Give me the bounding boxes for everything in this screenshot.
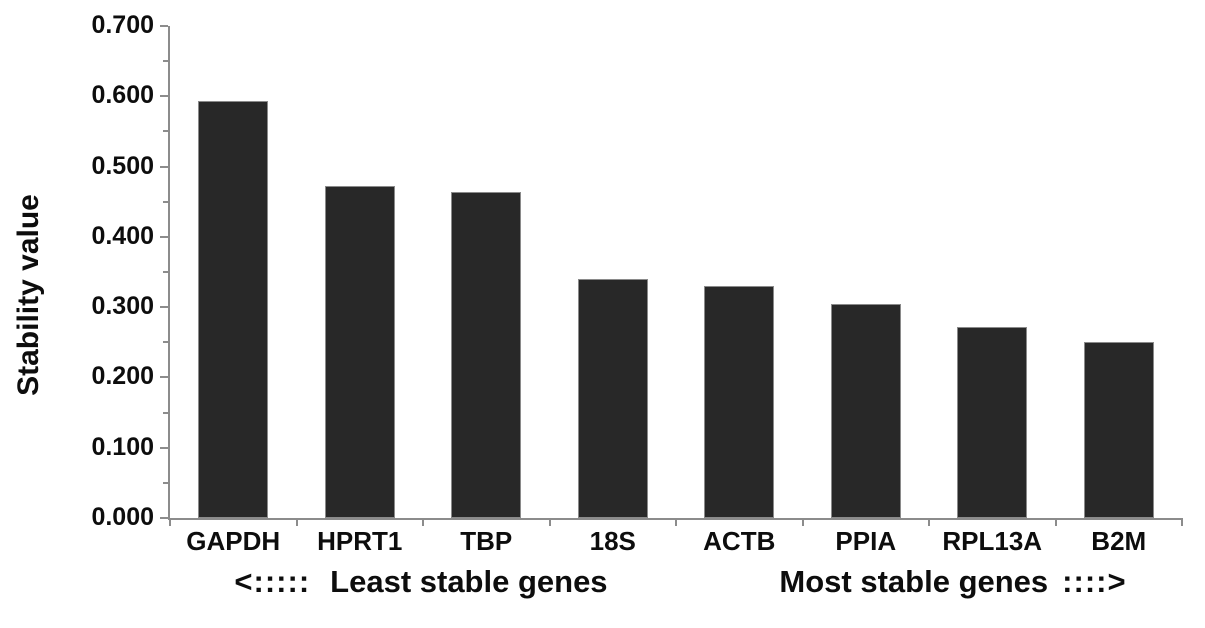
y-axis-title: Stability value xyxy=(12,194,45,396)
y-axis-major-tick xyxy=(160,165,168,168)
bar-hprt1 xyxy=(324,186,395,518)
y-axis-minor-tick xyxy=(163,60,168,63)
y-axis-major-tick xyxy=(160,446,168,449)
x-category-label-hprt1: HPRT1 xyxy=(317,526,403,556)
y-axis-minor-tick xyxy=(163,200,168,203)
bar-gapdh xyxy=(198,101,269,518)
y-axis-tick-label: 0.100 xyxy=(91,432,154,461)
x-axis-tick xyxy=(422,518,424,526)
x-axis-tick xyxy=(1055,518,1057,526)
y-axis-major-tick xyxy=(160,25,168,27)
plot-area: 0.000 0.100 0.200 0.300 0.400 0.500 0.600 0.700… xyxy=(91,11,1183,556)
y-axis-minor-tick xyxy=(163,481,168,484)
x-category-label-gapdh: GAPDH xyxy=(186,526,281,556)
x-axis-tick xyxy=(675,518,677,526)
right-arrow-icon: ::::> xyxy=(1062,564,1127,599)
x-axis-tick xyxy=(928,518,930,526)
y-axis-major-tick xyxy=(160,517,168,519)
x-annotation-most-stable: Most stable genes ::::> xyxy=(700,564,1205,600)
bar-rpl13a xyxy=(957,326,1028,518)
y-axis-minor-tick xyxy=(163,130,168,133)
y-axis-tick-label: 0.300 xyxy=(91,292,154,321)
y-axis-tick-label: 0.400 xyxy=(91,221,154,250)
y-axis-tick-label: 0.600 xyxy=(91,81,154,110)
x-category-label-18s: 18S xyxy=(589,526,636,556)
bar-b2m xyxy=(1083,342,1154,518)
most-stable-genes-label: Most stable genes xyxy=(779,564,1049,599)
x-axis-tick xyxy=(296,518,298,526)
x-axis-tick xyxy=(802,518,804,526)
left-arrow-icon: <::::: xyxy=(234,564,311,599)
y-axis-tick-label: 0.700 xyxy=(91,11,154,39)
x-axis-tick xyxy=(1181,518,1183,526)
x-category-label-rpl13a: RPL13A xyxy=(942,526,1043,556)
y-axis-major-tick xyxy=(160,306,168,309)
least-stable-genes-label: Least stable genes xyxy=(330,564,608,599)
x-category-label-b2m: B2M xyxy=(1091,526,1147,556)
x-category-label-ppia: PPIA xyxy=(835,526,897,556)
bar-tbp xyxy=(451,191,522,518)
x-category-label-tbp: TBP xyxy=(460,526,513,556)
y-axis-tick-label: 0.200 xyxy=(91,362,154,391)
x-category-label-actb: ACTB xyxy=(703,526,776,556)
y-axis-minor-tick xyxy=(163,271,168,273)
bar-18s xyxy=(577,279,648,518)
bar-actb xyxy=(704,286,775,518)
x-axis-tick xyxy=(549,518,551,526)
x-axis-tick xyxy=(169,518,171,526)
y-axis-tick-label: 0.000 xyxy=(91,503,154,531)
y-axis-minor-tick xyxy=(163,341,168,344)
y-axis-major-tick xyxy=(160,235,168,238)
bar-ppia xyxy=(830,303,901,518)
y-axis-tick-label: 0.500 xyxy=(91,151,154,180)
x-annotation-least-stable: <::::: Least stable genes xyxy=(168,564,674,600)
y-axis-major-tick xyxy=(160,95,168,98)
y-axis-major-tick xyxy=(160,376,168,379)
y-axis-minor-tick xyxy=(163,411,168,414)
